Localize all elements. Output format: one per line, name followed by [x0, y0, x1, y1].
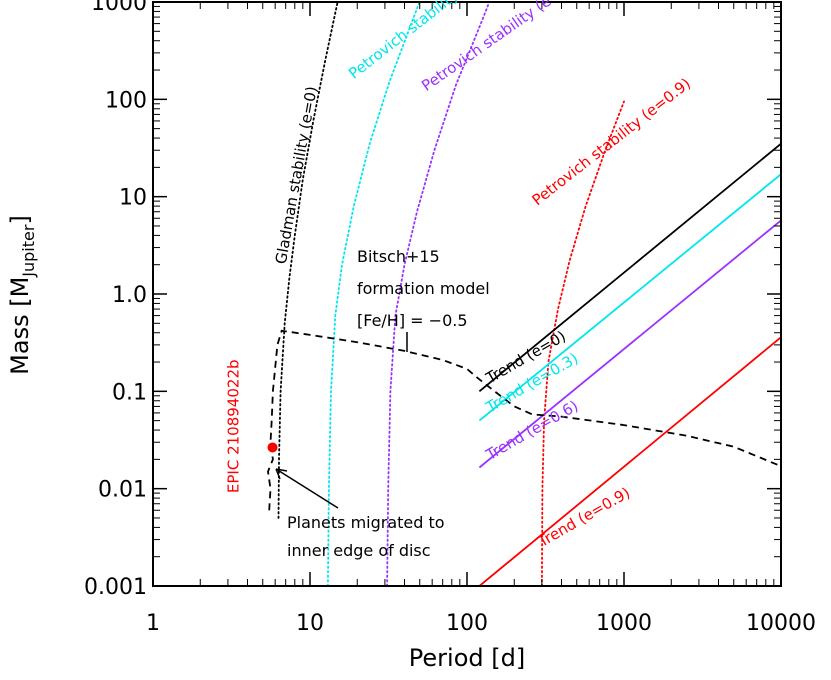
- axis-ticks: 1 10 100 1000 10000 0.001 0.01 0.1 1.0 10 100 1000: [84, 0, 816, 636]
- model-label-line-2: formation model: [357, 279, 490, 298]
- migration-annotation: Planets migrated to inner edge of disc: [275, 468, 445, 560]
- y-axis-label: Mass [MJupiter]: [6, 215, 38, 375]
- migration-arrow: [275, 468, 339, 509]
- y-tick-label: 0.01: [98, 478, 147, 503]
- series-trend-e-0-6: [478, 219, 781, 469]
- series-trend-e-0-3: [478, 173, 781, 422]
- y-axis-label-main: Mass [M: [6, 277, 34, 375]
- model-label-line-3: [Fe/H] = −0.5: [357, 311, 468, 330]
- series-trend-e-0-9: [478, 336, 781, 586]
- label-trend-e-0-9: Trend (e=0.9): [534, 484, 633, 552]
- migration-label-line-1: Planets migrated to: [287, 513, 445, 532]
- x-tick-label: 10000: [746, 611, 816, 636]
- series-petrovich-stability-e-0-6: [386, 2, 491, 586]
- migration-label-line-2: inner edge of disc: [287, 541, 431, 560]
- point-epic-210894022b: [267, 442, 278, 453]
- y-tick-label: 10: [119, 186, 147, 211]
- curve-labels: Gladman stability (e=0) Petrovich stabili…: [224, 0, 694, 551]
- label-petrovich-stability-e-0-9: Petrovich stability (e=0.9): [529, 74, 695, 209]
- label-petrovich-stability-e-0-6: Petrovich stability (e=0.6): [418, 0, 589, 95]
- y-tick-label: 100: [105, 88, 147, 113]
- y-tick-label: 0.1: [112, 380, 147, 405]
- migration-arrowhead: [275, 468, 288, 480]
- x-tick-label: 1000: [596, 611, 652, 636]
- series-petrovich-stability-e-0-9: [541, 100, 625, 586]
- x-tick-label: 1: [146, 611, 160, 636]
- series-gladman-stability-e-0: [277, 2, 339, 519]
- series-trend-e-0: [478, 143, 781, 392]
- x-tick-label: 100: [446, 611, 488, 636]
- label-epic-210894022b: EPIC 210894022b: [224, 359, 242, 493]
- x-axis-label: Period [d]: [409, 644, 525, 672]
- series-petrovich-stability-e-0-3: [327, 2, 421, 586]
- y-tick-label: 0.001: [84, 575, 147, 600]
- model-annotation: Bitsch+15 formation model [Fe/H] = −0.5: [357, 247, 490, 352]
- plot-area: [267, 2, 781, 586]
- y-tick-label: 1.0: [112, 283, 147, 308]
- x-tick-label: 10: [296, 611, 324, 636]
- label-gladman-stability-e-0: Gladman stability (e=0): [272, 85, 321, 265]
- y-axis-label-close: ]: [6, 215, 34, 224]
- y-tick-label: 1000: [91, 0, 147, 16]
- y-axis-label-sub: Jupiter: [19, 224, 38, 278]
- model-label-line-1: Bitsch+15: [357, 247, 440, 266]
